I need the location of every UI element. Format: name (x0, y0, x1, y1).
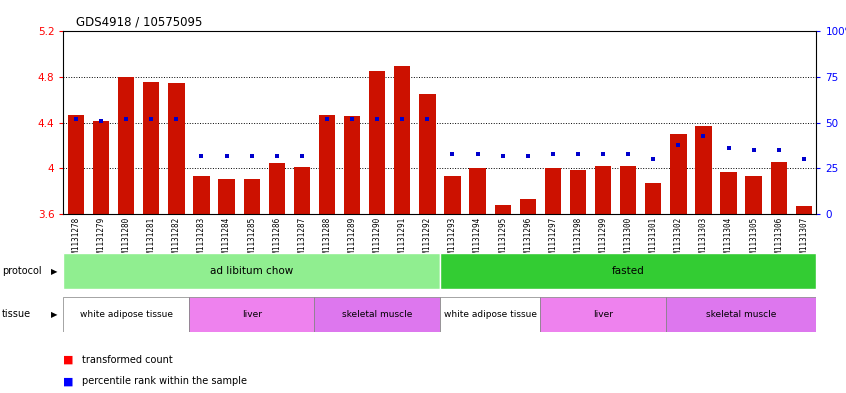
Bar (570, 170, 586, 214)
Bar (194, 176, 210, 214)
Bar (189, 297, 315, 332)
Bar (440, 297, 541, 332)
Bar (319, 115, 335, 214)
Text: GDS4918 / 10575095: GDS4918 / 10575095 (76, 16, 202, 29)
Text: fasted: fasted (612, 266, 645, 276)
Text: white adipose tissue: white adipose tissue (443, 310, 536, 319)
Bar (244, 179, 260, 214)
Bar (495, 205, 511, 214)
Text: white adipose tissue: white adipose tissue (80, 310, 173, 319)
Bar (63, 297, 189, 332)
Bar (118, 77, 135, 214)
Bar (394, 66, 410, 214)
Text: transformed count: transformed count (82, 354, 173, 365)
Text: liver: liver (593, 310, 613, 319)
Bar (666, 297, 816, 332)
Bar (796, 206, 812, 214)
Text: liver: liver (242, 310, 261, 319)
Bar (721, 172, 737, 214)
Bar (545, 169, 561, 214)
Bar (519, 199, 536, 214)
Bar (470, 169, 486, 214)
Bar (93, 121, 109, 214)
Text: protocol: protocol (2, 266, 41, 276)
Bar (695, 126, 711, 214)
Text: ■: ■ (63, 376, 74, 386)
Bar (420, 94, 436, 214)
Bar (294, 167, 310, 214)
Bar (595, 166, 611, 214)
Text: tissue: tissue (2, 309, 30, 320)
Bar (444, 176, 460, 214)
Text: percentile rank within the sample: percentile rank within the sample (82, 376, 247, 386)
Text: ▶: ▶ (51, 310, 58, 319)
Text: ■: ■ (63, 354, 74, 365)
Bar (63, 253, 440, 289)
Bar (269, 163, 285, 214)
Bar (168, 83, 184, 214)
Text: skeletal muscle: skeletal muscle (342, 310, 412, 319)
Bar (440, 253, 816, 289)
Bar (218, 179, 234, 214)
Text: ▶: ▶ (51, 267, 58, 275)
Text: ad libitum chow: ad libitum chow (210, 266, 294, 276)
Bar (620, 166, 636, 214)
Bar (143, 82, 159, 214)
Bar (745, 176, 761, 214)
Bar (369, 72, 385, 214)
Bar (645, 184, 662, 214)
Bar (315, 297, 440, 332)
Bar (670, 134, 686, 214)
Bar (68, 115, 84, 214)
Bar (541, 297, 666, 332)
Text: skeletal muscle: skeletal muscle (706, 310, 777, 319)
Bar (344, 116, 360, 214)
Bar (771, 162, 787, 214)
